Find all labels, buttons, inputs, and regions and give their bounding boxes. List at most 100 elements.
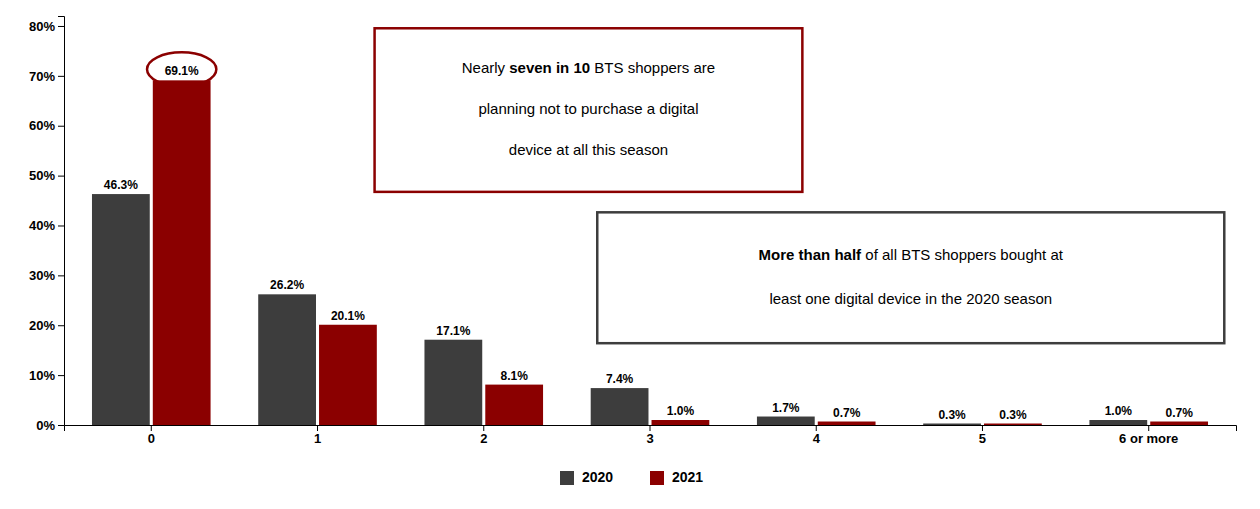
legend-label: 2021: [672, 469, 703, 485]
x-tick: 1: [314, 425, 321, 446]
tick-mark: [58, 176, 64, 177]
tick-label: 3: [646, 431, 653, 446]
legend-label: 2020: [582, 469, 613, 485]
tick-mark: [1148, 425, 1149, 431]
x-tick: 6 or more: [1119, 425, 1178, 446]
tick-mark: [483, 425, 484, 431]
y-tick: 60%: [29, 118, 64, 133]
bar: [757, 417, 815, 425]
tick-label: 40%: [29, 218, 55, 233]
bar: [1089, 420, 1147, 425]
bar: [258, 294, 316, 425]
axis-line: [58, 17, 65, 426]
bar: [591, 388, 649, 425]
y-tick: 70%: [29, 69, 64, 84]
tick-label: 70%: [29, 69, 55, 84]
plot: 0% 10% 20% 30% 40% 50% 60% 70% 80% 0 1 2 3 4 5 6 or mor…: [29, 17, 1237, 486]
box-frame: [375, 28, 803, 192]
tick-label: 10%: [29, 368, 55, 383]
tick-label: 0%: [36, 418, 55, 433]
tick-mark: [58, 126, 64, 127]
annotation-box: More than half of all BTS shoppers bough…: [597, 212, 1224, 343]
data-label: 20.1%: [331, 309, 365, 323]
x-tick: 2: [480, 425, 487, 446]
tick-mark: [58, 275, 64, 276]
tick-label: 50%: [29, 168, 55, 183]
data-label: 0.3%: [938, 408, 966, 422]
tick-mark: [650, 425, 651, 431]
x-tick: 0: [148, 425, 155, 446]
tick-label: 80%: [29, 19, 55, 34]
data-label: 8.1%: [500, 369, 528, 383]
tick-mark: [151, 425, 152, 431]
y-tick: 20%: [29, 318, 64, 333]
bar: [485, 385, 543, 425]
tick-label: 0: [148, 431, 155, 446]
annotation-text: planning not to purchase a digital: [478, 100, 698, 117]
legend-swatch: [560, 471, 574, 485]
data-label: 1.0%: [1105, 404, 1133, 418]
tick-label: 30%: [29, 268, 55, 283]
data-label: 1.0%: [667, 404, 695, 418]
bar: [92, 194, 150, 425]
bar: [984, 424, 1042, 425]
annotation-text: Nearly: [462, 59, 510, 76]
bar: [818, 422, 876, 425]
data-label: 7.4%: [606, 372, 634, 386]
annotation-box: Nearly seven in 10 BTS shoppers are plann…: [375, 28, 803, 192]
tick-label: 4: [813, 431, 821, 446]
bar: [424, 340, 482, 425]
tick-mark: [58, 325, 64, 326]
tick-label: 1: [314, 431, 321, 446]
tick-mark: [317, 425, 318, 431]
bar: [923, 424, 981, 425]
tick-mark: [816, 425, 817, 431]
annotation-line: More than half of all BTS shoppers bough…: [759, 246, 1064, 263]
annotation-text: device at all this season: [509, 141, 668, 158]
legend-swatch: [650, 471, 664, 485]
chart: 0% 10% 20% 30% 40% 50% 60% 70% 80% 0 1 2 3 4 5 6 or mor…: [0, 0, 1260, 509]
annotation-text: seven in 10: [509, 59, 590, 76]
y-axis: 0% 10% 20% 30% 40% 50% 60% 70% 80%: [29, 17, 65, 433]
tick-mark: [58, 425, 64, 426]
x-tick: 5: [979, 425, 986, 446]
annotation-line: device at all this season: [509, 141, 668, 158]
data-label: 46.3%: [104, 178, 138, 192]
y-tick: 50%: [29, 168, 64, 183]
data-label: 17.1%: [436, 324, 470, 338]
x-axis: 0 1 2 3 4 5 6 or more: [65, 425, 1237, 446]
tick-mark: [982, 425, 983, 431]
data-label: 69.1%: [165, 64, 199, 78]
y-tick: 30%: [29, 268, 64, 283]
bar: [153, 80, 211, 425]
annotation-line: Nearly seven in 10 BTS shoppers are: [462, 59, 715, 76]
annotation-line: planning not to purchase a digital: [478, 100, 698, 117]
tick-label: 2: [480, 431, 487, 446]
y-tick: 10%: [29, 368, 64, 383]
tick-label: 20%: [29, 318, 55, 333]
annotation-text: of all BTS shoppers bought at: [861, 246, 1064, 263]
annotation-text: More than half: [759, 246, 863, 263]
tick-mark: [58, 225, 64, 226]
legend-item: 2020: [560, 469, 613, 485]
legend: 2020 2021: [560, 469, 703, 485]
tick-label: 6 or more: [1119, 431, 1178, 446]
tick-mark: [58, 76, 64, 77]
data-label: 0.7%: [1165, 406, 1193, 420]
y-tick: 40%: [29, 218, 64, 233]
annotations: Nearly seven in 10 BTS shoppers are plann…: [147, 28, 1224, 343]
tick-mark: [58, 375, 64, 376]
bar: [652, 420, 710, 425]
highlight-circle: [147, 52, 216, 86]
axis-line: [65, 426, 1237, 432]
y-tick: 0%: [36, 418, 64, 433]
annotation-text: BTS shoppers are: [590, 59, 715, 76]
tick-mark: [58, 26, 64, 27]
data-label: 0.3%: [999, 408, 1027, 422]
tick-label: 60%: [29, 118, 55, 133]
x-tick: 4: [813, 425, 821, 446]
bar: [319, 325, 377, 425]
annotation-line: least one digital device in the 2020 sea…: [769, 290, 1052, 307]
annotation-text: least one digital device in the 2020 sea…: [769, 290, 1052, 307]
data-label: 1.7%: [772, 401, 800, 415]
